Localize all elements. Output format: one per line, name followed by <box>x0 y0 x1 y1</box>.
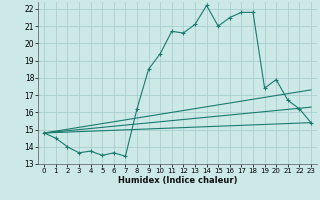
X-axis label: Humidex (Indice chaleur): Humidex (Indice chaleur) <box>118 176 237 185</box>
